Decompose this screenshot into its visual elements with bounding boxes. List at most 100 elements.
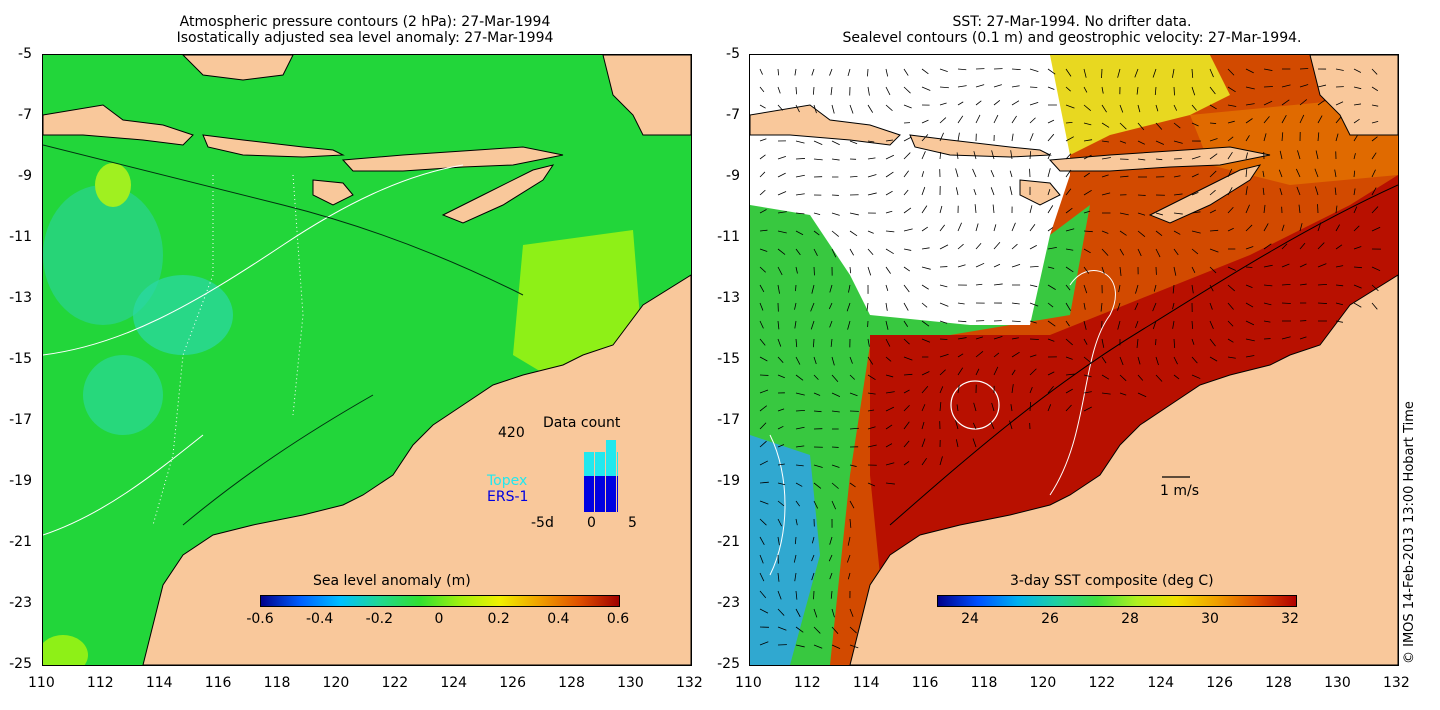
velocity-arrow <box>1134 302 1139 311</box>
velocity-arrow <box>777 86 781 94</box>
velocity-arrow <box>1083 230 1093 233</box>
velocity-arrow <box>1263 204 1266 214</box>
velocity-arrow <box>993 224 997 232</box>
velocity-arrow <box>1335 101 1344 106</box>
right-lon-label: 116 <box>911 675 939 691</box>
velocity-arrow <box>1135 284 1139 294</box>
velocity-arrow <box>1011 100 1020 106</box>
left-lat-label: -25 <box>9 656 32 672</box>
velocity-arrow <box>1353 103 1362 106</box>
right-lat-label: -13 <box>717 290 740 306</box>
velocity-arrow <box>1047 133 1055 142</box>
velocity-arrow <box>1317 115 1323 124</box>
velocity-arrow <box>795 338 798 348</box>
left-lon-label: 120 <box>322 675 350 691</box>
teal-anomaly-south <box>83 355 163 435</box>
velocity-arrow <box>1083 189 1092 196</box>
velocity-arrow <box>1029 302 1039 307</box>
velocity-arrow <box>903 338 910 345</box>
velocity-arrow <box>921 247 930 250</box>
velocity-arrow <box>759 356 768 362</box>
colorbar-tick-label: 32 <box>1281 611 1299 627</box>
velocity-arrow <box>831 356 835 366</box>
velocity-arrow <box>921 320 930 327</box>
velocity-arrow <box>939 320 948 324</box>
velocity-arrow <box>1262 187 1265 196</box>
velocity-arrow <box>1011 369 1016 376</box>
velocity-arrow <box>830 590 833 599</box>
velocity-arrow <box>759 266 766 273</box>
left-lon-label: 114 <box>145 675 173 691</box>
velocity-arrow <box>812 86 815 95</box>
velocity-arrow <box>921 385 929 394</box>
velocity-arrow <box>993 336 1003 340</box>
velocity-arrow <box>1010 150 1013 160</box>
credit-text: © IMOS 14-Feb-2013 13:00 Hobart Time <box>1402 401 1417 664</box>
velocity-arrow <box>759 405 768 412</box>
velocity-arrow <box>795 174 805 178</box>
velocity-arrow <box>1371 104 1379 107</box>
left-lat-label: -21 <box>9 534 32 550</box>
velocity-arrow <box>866 302 869 311</box>
velocity-arrow <box>957 337 967 340</box>
velocity-arrow <box>810 320 815 330</box>
velocity-arrow <box>885 154 894 160</box>
right-lon-label: 118 <box>970 675 998 691</box>
topex-count-bar <box>606 440 616 476</box>
velocity-arrow <box>1065 68 1072 77</box>
velocity-arrow <box>955 439 959 448</box>
velocity-arrow <box>1353 302 1362 308</box>
velocity-arrow <box>794 320 797 329</box>
velocity-arrow <box>849 175 858 178</box>
velocity-arrow <box>1083 68 1087 78</box>
velocity-arrow <box>1137 248 1142 257</box>
velocity-arrow <box>921 171 925 178</box>
velocity-arrow <box>1371 86 1379 92</box>
velocity-arrow <box>903 320 909 327</box>
velocity-arrow <box>1317 84 1327 88</box>
velocity-arrow <box>795 644 805 648</box>
velocity-arrow <box>795 104 800 113</box>
left-lon-label: 128 <box>558 675 585 691</box>
velocity-arrow <box>849 248 855 256</box>
velocity-arrow <box>1263 100 1273 106</box>
velocity-arrow <box>973 402 977 412</box>
right-lon-label: 110 <box>735 675 762 691</box>
velocity-arrow <box>1335 133 1339 142</box>
velocity-arrow <box>867 174 877 178</box>
teal-anomaly-west <box>43 185 163 325</box>
velocity-arrow <box>1191 68 1194 78</box>
velocity-arrow <box>813 626 821 634</box>
right-lat-label: -11 <box>717 229 740 245</box>
velocity-arrow <box>1173 140 1183 144</box>
colorbar-tick-label: 0 <box>434 611 444 627</box>
velocity-arrow <box>974 204 977 214</box>
velocity-arrow <box>831 374 839 383</box>
velocity-arrow <box>1065 228 1075 232</box>
velocity-arrow <box>993 114 999 124</box>
velocity-arrow <box>1209 320 1214 329</box>
velocity-arrow <box>1173 193 1183 196</box>
velocity-arrow <box>849 608 854 617</box>
velocity-arrow <box>993 352 1000 358</box>
velocity-arrow <box>759 518 767 526</box>
velocity-arrow <box>1281 84 1291 88</box>
velocity-arrow <box>1065 373 1075 376</box>
velocity-arrow <box>1155 158 1163 161</box>
velocity-arrow <box>939 132 944 142</box>
velocity-arrow <box>1101 338 1105 348</box>
velocity-arrow <box>777 590 782 600</box>
right-lat-label: -23 <box>717 595 740 611</box>
sst-blue-region <box>750 435 820 665</box>
velocity-arrow <box>1047 338 1055 342</box>
teal-anomaly-center <box>133 275 233 355</box>
velocity-arrow <box>849 212 859 216</box>
velocity-arrow <box>903 440 910 448</box>
velocity-arrow <box>921 205 928 214</box>
velocity-arrow <box>1299 263 1307 268</box>
velocity-arrow <box>795 266 798 274</box>
velocity-arrow <box>813 248 818 256</box>
velocity-arrow <box>794 68 797 76</box>
velocity-arrow <box>1191 104 1197 111</box>
velocity-arrow <box>759 422 767 430</box>
